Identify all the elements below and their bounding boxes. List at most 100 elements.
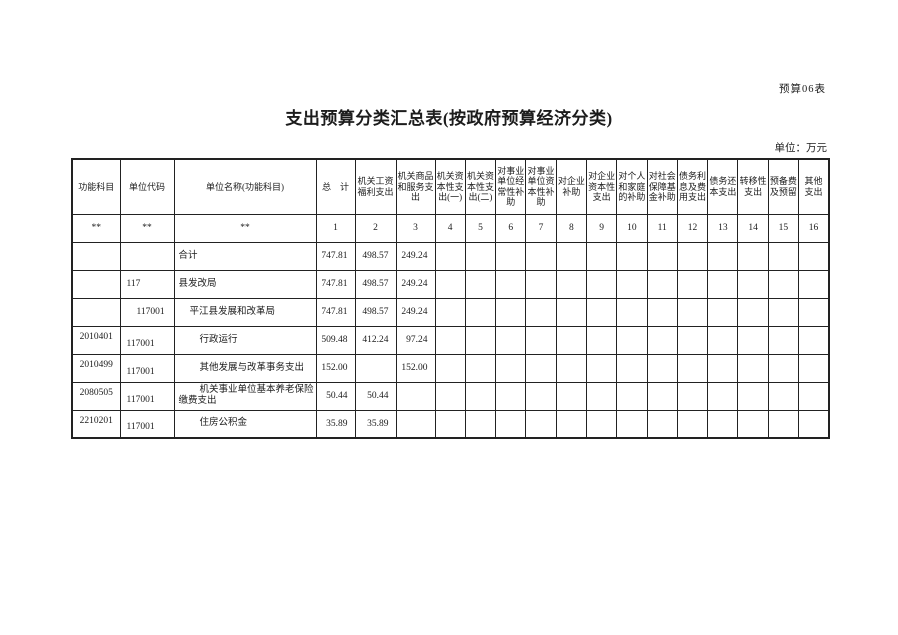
header-cell: 对企业资本性支出	[585, 158, 618, 215]
empty-cell	[737, 269, 769, 299]
header-cell: 预备费及预留	[767, 158, 800, 215]
empty-cell	[464, 353, 497, 383]
empty-cell	[767, 381, 800, 411]
column-index-cell: 16	[798, 213, 830, 243]
empty-cell	[525, 241, 557, 271]
empty-cell	[525, 353, 557, 383]
empty-cell	[525, 381, 557, 411]
column-index-cell: **	[173, 213, 317, 243]
header-cell: 单位名称(功能科目)	[173, 158, 317, 215]
empty-cell	[495, 409, 527, 439]
value-cell-goods	[395, 409, 436, 439]
unit-name-cell: 其他发展与改革事务支出	[173, 353, 317, 383]
empty-cell	[616, 409, 648, 439]
header-cell: 机关资本性支出(二)	[464, 158, 497, 215]
column-index-cell: 3	[395, 213, 436, 243]
column-index-cell: 12	[676, 213, 709, 243]
empty-cell	[737, 381, 769, 411]
table-row: 2010499 117001 其他发展与改革事务支出 152.00 152.00	[71, 353, 830, 383]
empty-cell	[495, 325, 527, 355]
empty-cell	[676, 325, 709, 355]
column-index-cell: 5	[464, 213, 497, 243]
header-cell: 对社会保障基金补助	[646, 158, 678, 215]
empty-cell	[737, 409, 769, 439]
empty-cell	[434, 409, 466, 439]
unit-name-cell: 平江县发展和改革局	[173, 297, 317, 327]
header-cell: 债务还本支出	[707, 158, 739, 215]
column-index-cell: **	[71, 213, 121, 243]
empty-cell	[464, 269, 497, 299]
empty-cell	[646, 241, 678, 271]
empty-cell	[676, 241, 709, 271]
column-index-cell: 10	[616, 213, 648, 243]
function-code-cell: 2010401	[71, 325, 121, 355]
header-cell: 其他支出	[798, 158, 830, 215]
value-cell-wages: 498.57	[354, 297, 397, 327]
header-cell: 对企业补助	[555, 158, 587, 215]
empty-cell	[555, 353, 587, 383]
empty-cell	[434, 325, 466, 355]
unit-note: 单位：万元	[774, 143, 828, 154]
value-cell-goods: 249.24	[395, 241, 436, 271]
value-cell-goods: 97.24	[395, 325, 436, 355]
value-cell-wages: 50.44	[354, 381, 397, 411]
empty-cell	[767, 325, 800, 355]
value-cell-total: 152.00	[315, 353, 356, 383]
empty-cell	[525, 409, 557, 439]
empty-cell	[646, 353, 678, 383]
column-index-cell: 8	[555, 213, 587, 243]
table-row: 2010401 117001 行政运行 509.48 412.24 97.24	[71, 325, 830, 355]
unit-name-cell: 住房公积金	[173, 409, 317, 439]
header-cell: 功能科目	[71, 158, 121, 215]
column-index-cell: 14	[737, 213, 769, 243]
empty-cell	[767, 297, 800, 327]
unit-code-cell: 117001	[119, 381, 175, 411]
column-index-row: ** ** ** 1 2 3 4 5 6 7 8 9 10 11 12 13 1…	[71, 213, 830, 243]
form-code: 预算06表	[779, 84, 826, 95]
empty-cell	[495, 269, 527, 299]
table-header-row: 功能科目 单位代码 单位名称(功能科目) 总 计 机关工资福利支出 机关商品和服…	[71, 158, 830, 215]
column-index-cell: 1	[315, 213, 356, 243]
empty-cell	[434, 241, 466, 271]
value-cell-total: 50.44	[315, 381, 356, 411]
empty-cell	[646, 269, 678, 299]
empty-cell	[555, 269, 587, 299]
empty-cell	[798, 269, 830, 299]
empty-cell	[585, 325, 618, 355]
value-cell-goods	[395, 381, 436, 411]
unit-name-cell: 县发改局	[173, 269, 317, 299]
empty-cell	[737, 353, 769, 383]
column-index-cell: 13	[707, 213, 739, 243]
empty-cell	[707, 297, 739, 327]
empty-cell	[464, 381, 497, 411]
budget-table: 功能科目 单位代码 单位名称(功能科目) 总 计 机关工资福利支出 机关商品和服…	[71, 158, 830, 439]
empty-cell	[585, 409, 618, 439]
empty-cell	[464, 241, 497, 271]
empty-cell	[464, 297, 497, 327]
empty-cell	[616, 325, 648, 355]
value-cell-total: 747.81	[315, 269, 356, 299]
empty-cell	[555, 241, 587, 271]
empty-cell	[798, 353, 830, 383]
empty-cell	[495, 297, 527, 327]
unit-code-cell: 117001	[119, 353, 175, 383]
empty-cell	[737, 241, 769, 271]
empty-cell	[616, 297, 648, 327]
empty-cell	[798, 381, 830, 411]
empty-cell	[676, 297, 709, 327]
empty-cell	[798, 297, 830, 327]
value-cell-wages: 498.57	[354, 269, 397, 299]
table-row: 2210201 117001 住房公积金 35.89 35.89	[71, 409, 830, 439]
header-cell: 机关商品和服务支出	[395, 158, 436, 215]
value-cell-wages: 35.89	[354, 409, 397, 439]
value-cell-goods: 152.00	[395, 353, 436, 383]
empty-cell	[434, 269, 466, 299]
unit-name-cell: 机关事业单位基本养老保险缴费支出	[173, 381, 317, 411]
empty-cell	[616, 353, 648, 383]
empty-cell	[525, 325, 557, 355]
function-code-cell: 2210201	[71, 409, 121, 439]
column-index-cell: **	[119, 213, 175, 243]
empty-cell	[707, 409, 739, 439]
empty-cell	[737, 325, 769, 355]
empty-cell	[798, 241, 830, 271]
